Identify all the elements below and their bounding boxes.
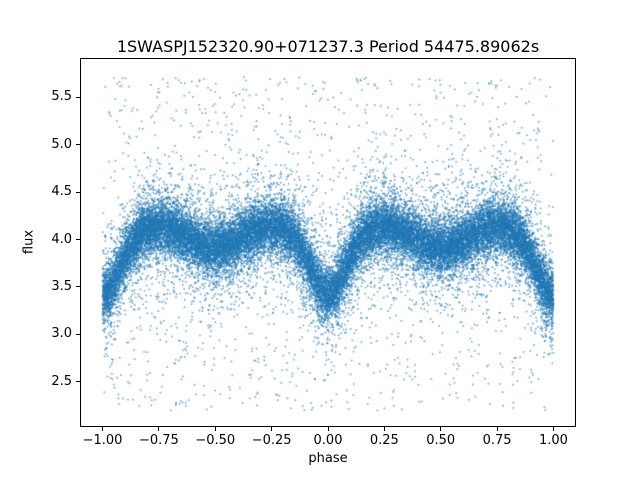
x-tick <box>383 427 385 432</box>
x-tick <box>271 427 273 432</box>
y-tick-label: 4.5 <box>51 184 72 200</box>
x-tick-label: −0.25 <box>251 433 292 449</box>
x-tick-label: −0.50 <box>195 433 236 449</box>
y-tick <box>76 333 80 335</box>
scatter-canvas <box>80 57 576 428</box>
x-tick-label: −0.75 <box>138 433 179 449</box>
y-axis-label: flux <box>21 229 37 255</box>
x-tick <box>440 427 442 432</box>
x-tick-label: 0.00 <box>313 433 343 449</box>
x-tick-label: 0.50 <box>426 433 456 449</box>
y-tick-label: 5.5 <box>51 89 72 105</box>
y-tick <box>76 286 80 288</box>
y-tick-label: 5.0 <box>51 136 72 152</box>
y-tick <box>76 144 80 146</box>
x-tick <box>214 427 216 432</box>
x-tick <box>158 427 160 432</box>
y-tick-label: 3.5 <box>51 278 72 294</box>
x-axis-label: phase <box>308 451 348 466</box>
y-tick <box>76 191 80 193</box>
x-tick <box>552 427 554 432</box>
plot-title: 1SWASPJ152320.90+071237.3 Period 54475.8… <box>116 37 540 56</box>
x-tick <box>327 427 329 432</box>
x-tick-label: 0.75 <box>482 433 512 449</box>
x-tick-label: 0.25 <box>369 433 399 449</box>
x-tick-label: 1.00 <box>538 433 568 449</box>
x-tick <box>102 427 104 432</box>
y-tick-label: 3.0 <box>51 326 72 342</box>
y-tick <box>76 239 80 241</box>
x-tick <box>496 427 498 432</box>
y-tick <box>76 381 80 383</box>
y-tick <box>76 96 80 98</box>
y-tick-label: 4.0 <box>51 231 72 247</box>
y-tick-label: 2.5 <box>51 373 72 389</box>
x-tick-label: −1.00 <box>82 433 123 449</box>
